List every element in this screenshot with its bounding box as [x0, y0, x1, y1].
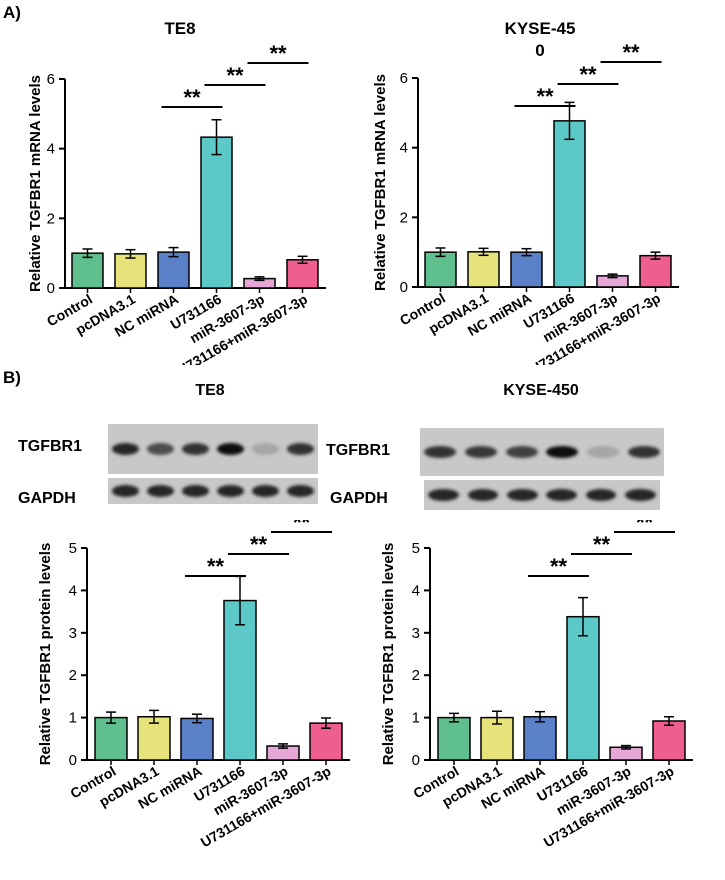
significance-label: ** — [269, 41, 287, 66]
significance-label: ** — [226, 63, 244, 88]
y-tick-label: 3 — [69, 625, 77, 642]
bar — [467, 251, 500, 288]
blot-band — [587, 446, 619, 458]
blot-band — [467, 489, 499, 501]
blot-kyse-gapdh — [424, 480, 660, 510]
blot-band — [251, 443, 280, 455]
y-axis-label: Relative TGFBR1 mRNA levels — [27, 75, 44, 292]
blot-band — [146, 485, 175, 497]
panel-label-b: B) — [3, 368, 21, 387]
y-tick-label: 2 — [412, 667, 420, 684]
bar — [137, 716, 171, 761]
bar — [157, 251, 190, 289]
blot-band — [546, 489, 577, 501]
bar — [94, 716, 128, 761]
blot-te8-gapdh — [108, 478, 318, 504]
blot-band — [286, 485, 315, 497]
bar — [652, 720, 686, 761]
bar — [180, 717, 214, 761]
significance-label: ** — [636, 520, 654, 535]
bar — [424, 251, 457, 288]
chart-title: 0 — [535, 41, 544, 60]
bar — [71, 252, 104, 289]
significance-label: ** — [622, 40, 640, 65]
significance-label: ** — [579, 62, 597, 87]
significance-label: ** — [183, 85, 201, 110]
panel-label-a: A) — [3, 3, 21, 22]
y-tick-label: 0 — [47, 280, 55, 297]
bar — [437, 716, 471, 761]
bar — [286, 259, 319, 289]
chart-title: KYSE-45 — [505, 19, 576, 38]
y-tick-label: 2 — [69, 667, 77, 684]
y-tick-label: 2 — [47, 210, 55, 227]
bar — [523, 716, 557, 761]
y-tick-label: 5 — [69, 540, 77, 557]
y-tick-label: 0 — [400, 279, 408, 296]
blot-band — [251, 485, 280, 497]
bar — [566, 615, 600, 761]
bar — [510, 251, 543, 288]
y-axis-label: Relative TGFBR1 mRNA levels — [372, 74, 389, 291]
bar — [553, 120, 586, 288]
blot-band — [585, 489, 617, 501]
blot-band — [627, 446, 660, 458]
blot-band — [111, 485, 140, 497]
blot-band — [286, 443, 315, 455]
blot-te8-tgfbr1 — [108, 424, 318, 474]
y-tick-label: 0 — [412, 752, 420, 769]
bar — [114, 253, 147, 289]
blot-band — [428, 489, 459, 501]
blot-label-kyse-tgfbr1: TGFBR1 — [326, 442, 390, 459]
blot-title-kyse: KYSE-450 — [503, 382, 579, 399]
blot-band — [146, 443, 175, 455]
blot-band — [546, 446, 579, 458]
blot-band — [181, 485, 210, 497]
significance-label: ** — [550, 554, 568, 579]
blot-band — [465, 446, 497, 458]
blot-band — [505, 446, 538, 458]
blot-band — [424, 446, 457, 458]
bar — [309, 722, 343, 761]
significance-label: ** — [207, 554, 225, 579]
y-axis-label: Relative TGFBR1 protein levels — [380, 543, 397, 766]
blot-kyse-tgfbr1 — [420, 428, 664, 476]
y-tick-label: 4 — [47, 141, 55, 158]
blot-label-te8-gapdh: GAPDH — [18, 490, 76, 507]
blot-band — [216, 485, 245, 497]
y-tick-label: 6 — [400, 70, 408, 87]
y-tick-label: 4 — [412, 582, 420, 599]
blot-label-te8-tgfbr1: TGFBR1 — [18, 438, 82, 455]
y-tick-label: 1 — [412, 710, 420, 727]
y-tick-label: 2 — [400, 209, 408, 226]
y-tick-label: 5 — [412, 540, 420, 557]
blot-band — [181, 443, 210, 455]
y-tick-label: 0 — [69, 752, 77, 769]
chart-title: TE8 — [164, 19, 195, 38]
blot-band — [216, 443, 245, 455]
blot-band — [624, 489, 656, 501]
y-tick-label: 4 — [69, 582, 77, 599]
significance-label: ** — [293, 520, 311, 535]
blot-band — [506, 489, 538, 501]
blot-title-te8: TE8 — [195, 382, 225, 399]
blot-band — [111, 443, 140, 455]
y-axis-label: Relative TGFBR1 protein levels — [37, 543, 54, 766]
y-tick-label: 3 — [412, 625, 420, 642]
significance-label: ** — [593, 532, 611, 557]
significance-label: ** — [250, 532, 268, 557]
significance-label: ** — [536, 84, 554, 109]
blot-label-kyse-gapdh: GAPDH — [330, 490, 388, 507]
y-tick-label: 1 — [69, 710, 77, 727]
bar — [200, 136, 233, 289]
bar — [639, 254, 672, 288]
y-tick-label: 4 — [400, 140, 408, 157]
y-tick-label: 6 — [47, 71, 55, 88]
